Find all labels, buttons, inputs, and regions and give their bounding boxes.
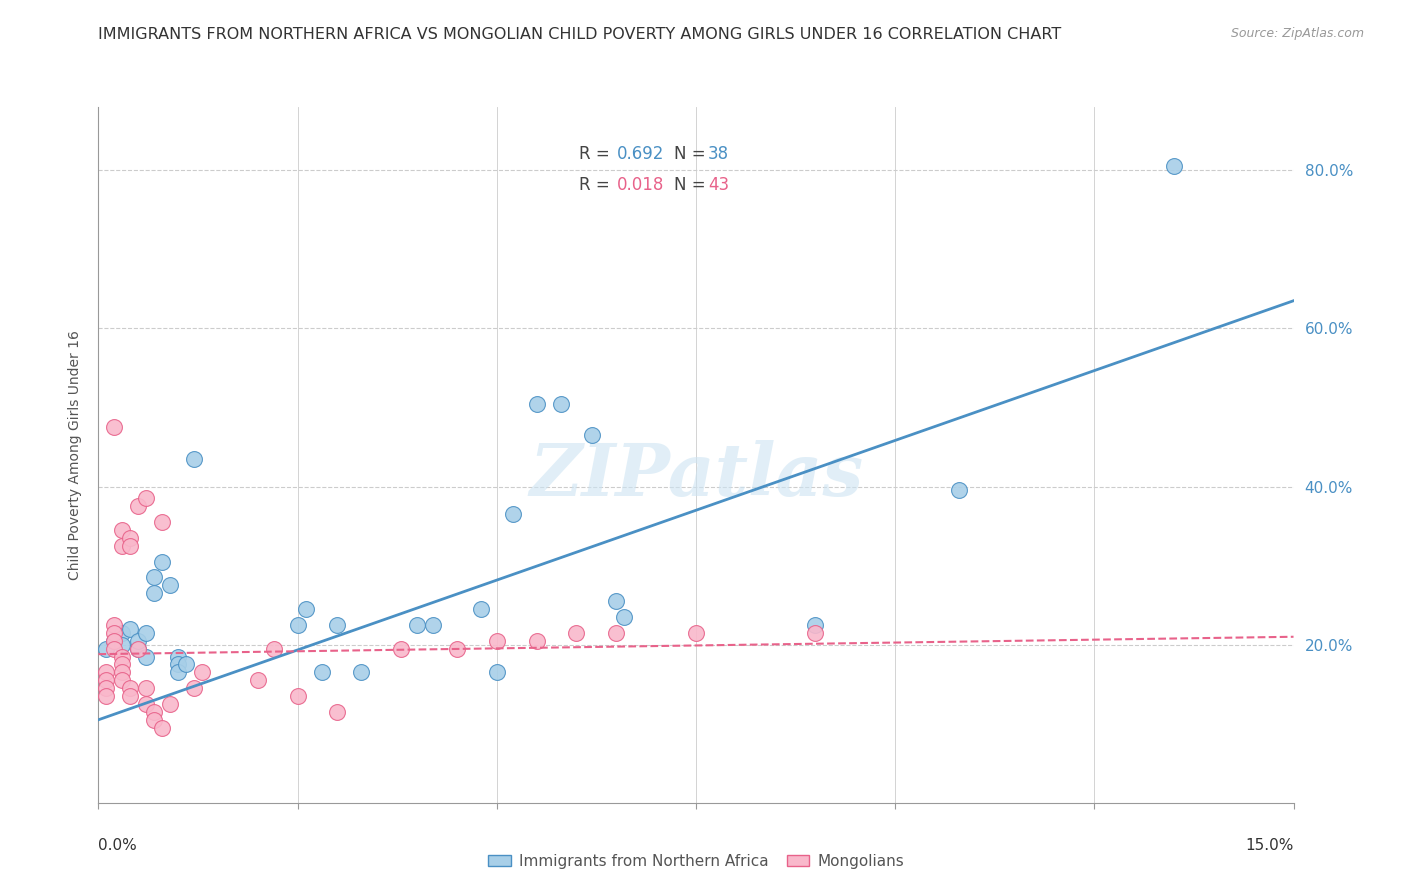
Point (143, 586, 166, 600)
Text: ZIPatlas: ZIPatlas (529, 441, 863, 511)
Point (183, 681, 205, 695)
Point (804, 618, 827, 632)
Text: 0.0%: 0.0% (98, 838, 138, 854)
Point (111, 625, 134, 640)
Point (120, 531, 142, 545)
Text: Source: ZipAtlas.com: Source: ZipAtlas.com (1230, 27, 1364, 40)
Point (111, 665, 134, 680)
Point (191, 665, 214, 680)
Point (485, 633, 508, 648)
Text: 0.692: 0.692 (617, 145, 665, 163)
Point (96, 681, 118, 695)
Point (526, 633, 548, 648)
Point (135, 491, 157, 506)
Point (135, 625, 157, 640)
Point (150, 555, 173, 569)
Text: 38: 38 (709, 145, 730, 163)
Point (120, 539, 142, 553)
Point (103, 633, 125, 648)
Point (103, 625, 125, 640)
Point (120, 689, 142, 703)
Text: R =: R = (579, 145, 614, 163)
Point (389, 641, 412, 656)
Point (159, 697, 181, 711)
Point (287, 618, 309, 632)
Point (96, 665, 118, 680)
Point (605, 594, 627, 608)
Point (111, 523, 134, 537)
Point (550, 396, 572, 410)
Point (613, 610, 636, 624)
Point (246, 673, 269, 688)
Text: 0.018: 0.018 (617, 176, 665, 194)
Point (111, 638, 134, 652)
Point (581, 428, 603, 442)
Point (135, 681, 157, 695)
Text: IMMIGRANTS FROM NORTHERN AFRICA VS MONGOLIAN CHILD POVERTY AMONG GIRLS UNDER 16 : IMMIGRANTS FROM NORTHERN AFRICA VS MONGO… (98, 27, 1062, 42)
Point (167, 657, 190, 672)
Point (470, 602, 492, 616)
Point (127, 633, 149, 648)
Point (948, 483, 970, 498)
Point (135, 649, 157, 664)
Text: 43: 43 (709, 176, 730, 194)
Point (167, 665, 190, 680)
Point (422, 618, 444, 632)
Point (111, 649, 134, 664)
Legend: Immigrants from Northern Africa, Mongolians: Immigrants from Northern Africa, Mongoli… (482, 848, 910, 875)
Point (287, 689, 309, 703)
Point (103, 420, 125, 434)
Text: N =: N = (675, 145, 711, 163)
Point (103, 618, 125, 632)
Point (174, 657, 197, 672)
Point (183, 451, 205, 466)
Point (167, 649, 190, 664)
Point (406, 618, 429, 632)
Point (103, 641, 125, 656)
Point (350, 665, 373, 680)
Text: N =: N = (675, 176, 711, 194)
Point (143, 705, 166, 719)
Point (111, 673, 134, 688)
Point (150, 515, 173, 529)
Point (111, 657, 134, 672)
Point (326, 618, 349, 632)
Text: R =: R = (579, 176, 614, 194)
Point (311, 665, 333, 680)
Point (502, 507, 524, 521)
Point (127, 500, 149, 514)
Point (1163, 159, 1185, 173)
Point (143, 713, 166, 727)
Y-axis label: Child Poverty Among Girls Under 16: Child Poverty Among Girls Under 16 (69, 330, 83, 580)
Point (485, 665, 508, 680)
Point (446, 641, 468, 656)
Text: 15.0%: 15.0% (1246, 838, 1294, 854)
Point (605, 625, 627, 640)
Point (685, 625, 707, 640)
Point (150, 721, 173, 735)
Point (120, 681, 142, 695)
Point (135, 697, 157, 711)
Point (804, 625, 827, 640)
Point (159, 578, 181, 592)
Point (111, 539, 134, 553)
Point (120, 622, 142, 636)
Point (143, 570, 166, 584)
Point (263, 641, 285, 656)
Point (326, 705, 349, 719)
Point (96, 641, 118, 656)
Point (127, 641, 149, 656)
Point (127, 641, 149, 656)
Point (96, 673, 118, 688)
Point (96, 689, 118, 703)
Point (526, 396, 548, 410)
Point (294, 602, 316, 616)
Point (103, 633, 125, 648)
Point (565, 625, 588, 640)
